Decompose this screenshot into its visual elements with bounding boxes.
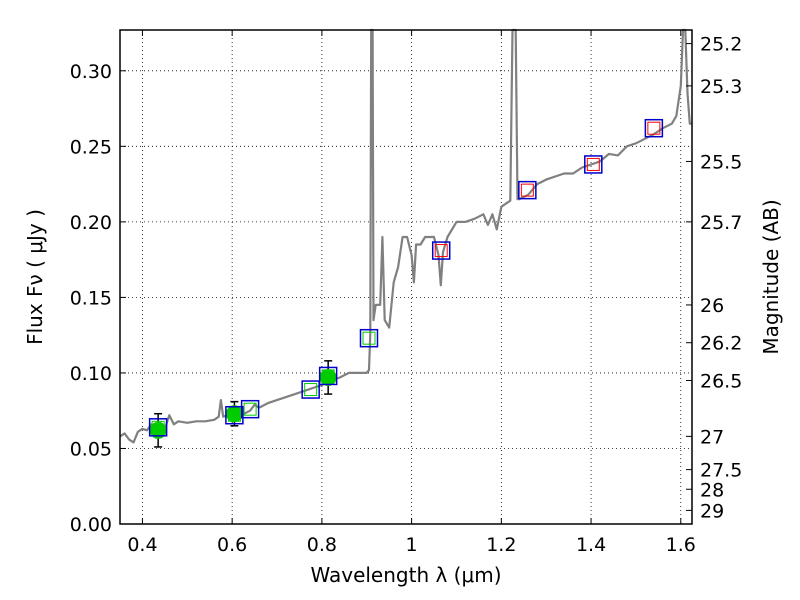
y-tick-label: 0.05 (70, 438, 112, 460)
x-tick-label: 1.4 (576, 534, 606, 556)
y-tick-label: 0.00 (70, 514, 112, 536)
model-square (644, 118, 664, 138)
model-square-inner (647, 121, 661, 135)
right-tick-label: 25.3 (700, 76, 742, 98)
model-square (359, 328, 379, 348)
y-tick-label: 0.25 (70, 136, 112, 158)
model-square (518, 180, 537, 200)
right-tick-label: 25.2 (700, 34, 742, 56)
x-axis-label: Wavelength λ (μm) (310, 563, 501, 587)
model-square (318, 366, 338, 386)
x-tick-label: 0.4 (127, 534, 157, 556)
y-axis-label: Flux Fν ( μJy ) (23, 209, 47, 345)
model-square (225, 405, 244, 425)
right-tick-label: 25.5 (700, 151, 742, 173)
model-square-inner (321, 369, 335, 383)
right-tick-label: 26.5 (700, 370, 742, 392)
model-square-inner (586, 157, 600, 171)
x-tick-label: 0.6 (217, 534, 247, 556)
plot-area (120, 30, 692, 524)
x-tick-label: 1.6 (666, 534, 696, 556)
model-square-inner (362, 331, 376, 345)
plot-frame (119, 29, 693, 525)
right-tick-label: 25.7 (700, 212, 742, 234)
y-tick-label: 0.20 (70, 212, 112, 234)
x-axis-ticks: 0.4 0.6 0.8 1 1.2 1.4 1.6 (127, 30, 696, 556)
photometry-markers (148, 118, 664, 448)
right-axis-label: Magnitude (AB) (759, 199, 783, 354)
model-square (148, 418, 168, 437)
x-tick-label: 1 (406, 534, 418, 556)
model-square-inner (243, 402, 257, 416)
right-tick-label: 26 (700, 295, 724, 317)
y-tick-label: 0.15 (70, 287, 112, 309)
y-tick-label: 0.30 (70, 61, 112, 83)
right-tick-label: 29 (700, 500, 724, 522)
model-square-inner (151, 420, 165, 434)
y-tick-label: 0.10 (70, 363, 112, 385)
model-square-inner (434, 244, 448, 258)
right-tick-label: 26.2 (700, 333, 742, 355)
x-tick-label: 0.8 (307, 534, 337, 556)
model-square (301, 380, 320, 399)
right-tick-label: 27 (700, 426, 724, 448)
y-axis-ticks: 0.00 0.05 0.10 0.15 0.20 0.25 0.30 (70, 61, 126, 536)
x-tick-label: 1.2 (486, 534, 516, 556)
right-tick-label: 28 (700, 479, 724, 501)
model-square-inner (520, 183, 534, 197)
model-square-inner (227, 408, 241, 422)
model-square (431, 241, 451, 260)
model-square (240, 399, 260, 419)
model-square-inner (304, 383, 318, 397)
model-square (584, 155, 603, 174)
right-tick-label: 27.5 (700, 460, 742, 482)
